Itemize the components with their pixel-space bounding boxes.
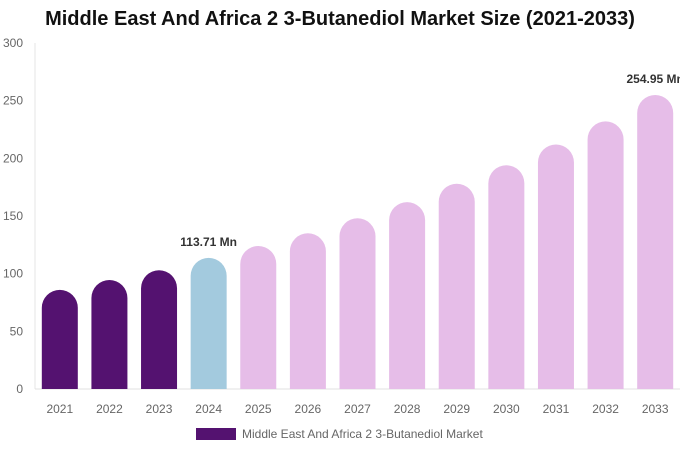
- x-tick-label: 2029: [443, 402, 470, 416]
- y-tick-label: 50: [10, 324, 24, 338]
- y-tick-label: 100: [3, 267, 23, 281]
- legend-label: Middle East And Africa 2 3-Butanediol Ma…: [242, 427, 483, 441]
- data-label: 254.95 Mn: [627, 72, 680, 86]
- y-tick-label: 0: [16, 382, 23, 396]
- bar-2026: [289, 233, 326, 389]
- bar-2028: [389, 202, 426, 389]
- x-tick-label: 2026: [295, 402, 322, 416]
- x-tick-label: 2025: [245, 402, 272, 416]
- y-tick-label: 150: [3, 209, 23, 223]
- x-tick-label: 2030: [493, 402, 520, 416]
- legend-swatch: [196, 428, 236, 440]
- x-tick-label: 2021: [46, 402, 73, 416]
- bar-2024: [190, 257, 227, 389]
- bar-2029: [438, 183, 475, 389]
- y-tick-label: 250: [3, 94, 23, 108]
- x-tick-label: 2024: [195, 402, 222, 416]
- bar-2027: [339, 218, 376, 389]
- bar-2033: [637, 94, 674, 389]
- x-tick-label: 2028: [394, 402, 421, 416]
- x-tick-label: 2022: [96, 402, 123, 416]
- x-tick-label: 2027: [344, 402, 371, 416]
- y-tick-label: 200: [3, 151, 23, 165]
- x-tick-label: 2023: [146, 402, 173, 416]
- bar-2032: [587, 121, 624, 389]
- bar-2022: [91, 280, 128, 389]
- bar-2021: [41, 289, 78, 389]
- x-tick-label: 2032: [592, 402, 619, 416]
- bar-2030: [488, 165, 525, 389]
- x-tick-label: 2031: [543, 402, 570, 416]
- data-label: 113.71 Mn: [180, 235, 237, 249]
- bar-2023: [141, 270, 178, 389]
- y-tick-label: 300: [3, 36, 23, 50]
- x-tick-label: 2033: [642, 402, 669, 416]
- bar-2025: [240, 245, 277, 389]
- bar-2031: [537, 144, 574, 389]
- chart-title: Middle East And Africa 2 3-Butanediol Ma…: [45, 8, 635, 30]
